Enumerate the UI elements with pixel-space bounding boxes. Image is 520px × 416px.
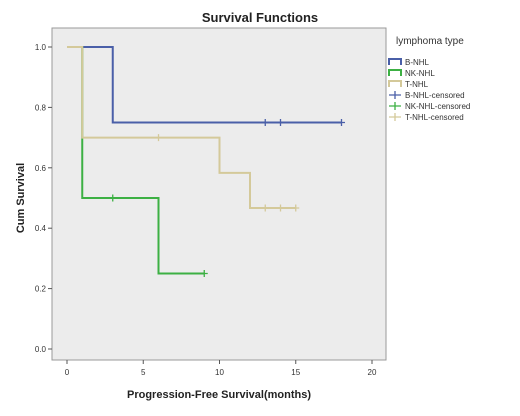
legend-title: lymphoma type [396,36,464,47]
censor-mark-b-nhl-1 [277,119,284,126]
legend-swatch-2 [388,80,402,87]
legend-swatch-3 [389,91,401,99]
legend-label-0: B-NHL [405,58,430,67]
censor-mark-nk-nhl-0 [109,194,117,202]
legend-label-2: T-NHL [405,80,429,89]
censor-mark-t-nhl-1 [261,204,269,212]
legend-label-5: T-NHL-censored [405,113,464,122]
x-tick-label-0: 0 [65,368,70,377]
legend-swatch-4 [389,102,401,110]
censor-mark-t-nhl-3 [292,204,300,212]
y-tick-label-5: 1.0 [35,43,47,52]
censor-mark-t-nhl-2 [277,204,284,212]
y-axis-label: Cum Survival [15,163,27,233]
chart-title: Survival Functions [202,10,318,25]
y-tick-label-0: 0.0 [35,345,47,354]
series-line-b-nhl [67,46,342,124]
series-line-t-nhl [67,46,296,209]
legend-label-3: B-NHL-censored [405,91,465,100]
y-tick-label-2: 0.4 [35,224,47,233]
censor-mark-t-nhl-0 [155,134,162,142]
x-axis-label: Progression-Free Survival(months) [127,389,311,401]
legend: B-NHL NK-NHL T-NHL B-NHL-censored NK-NHL-cen… [388,58,470,122]
legend-label-4: NK-NHL-censored [405,102,470,111]
legend-label-1: NK-NHL [405,69,435,78]
x-tick-label-4: 20 [368,368,377,377]
legend-swatch-5 [389,113,401,121]
x-tick-label-1: 5 [141,368,146,377]
y-tick-label-3: 0.6 [35,164,47,173]
censor-mark-b-nhl-2 [338,119,345,126]
censor-mark-nk-nhl-1 [200,270,208,277]
axis-ticks: 0 5 10 15 20 0.0 0.2 0.4 0.6 0.8 1.0 [35,43,377,377]
x-tick-label-2: 10 [215,368,224,377]
plot-area [51,27,387,361]
legend-swatch-0 [388,58,402,65]
censor-marks [109,119,345,277]
legend-swatch-1 [388,69,402,76]
y-tick-label-4: 0.8 [35,103,47,112]
series-lines [67,46,342,275]
x-tick-label-3: 15 [291,368,300,377]
y-tick-label-1: 0.2 [35,285,47,294]
censor-mark-b-nhl-0 [261,119,269,126]
